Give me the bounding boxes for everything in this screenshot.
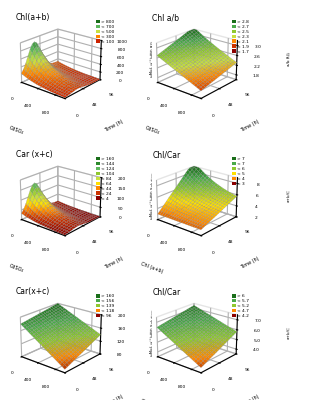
Y-axis label: Time (h): Time (h) <box>240 119 260 133</box>
Text: Chl(a+b): Chl(a+b) <box>16 13 50 22</box>
Text: Chl/Car: Chl/Car <box>152 288 180 296</box>
X-axis label: CdSO₄: CdSO₄ <box>144 126 160 136</box>
Y-axis label: Time (h): Time (h) <box>104 119 124 133</box>
Legend: > 6, < 5.7, < 5.2, < 4.7, < 4.2: > 6, < 5.7, < 5.2, < 4.7, < 4.2 <box>232 294 250 318</box>
Text: Car (x+c): Car (x+c) <box>16 150 52 159</box>
Y-axis label: Time (h): Time (h) <box>104 256 124 270</box>
Text: Car(x+c): Car(x+c) <box>16 288 50 296</box>
Y-axis label: Time (h): Time (h) <box>240 256 260 270</box>
X-axis label: CdSO₄: CdSO₄ <box>8 263 24 273</box>
X-axis label: CdSO₄: CdSO₄ <box>8 126 24 136</box>
Y-axis label: Time (h): Time (h) <box>240 394 260 400</box>
Legend: > 7, < 7, < 6, < 5, < 4, < 3: > 7, < 7, < 6, < 5, < 4, < 3 <box>232 156 246 186</box>
Legend: > 160, < 156, < 139, < 118, < 96: > 160, < 156, < 139, < 118, < 96 <box>96 294 115 318</box>
Text: Chl/Car: Chl/Car <box>152 150 180 159</box>
X-axis label: Chl (a+b): Chl (a+b) <box>140 398 164 400</box>
Legend: > 800, < 700, < 500, < 300, < 100: > 800, < 700, < 500, < 300, < 100 <box>96 20 115 44</box>
Legend: > 2.8, < 2.7, < 2.5, < 2.3, < 2.1, < 1.9, < 1.7: > 2.8, < 2.7, < 2.5, < 2.3, < 2.1, < 1.9… <box>232 20 250 54</box>
X-axis label: Chl (a+b): Chl (a+b) <box>140 261 164 274</box>
Y-axis label: Time (h): Time (h) <box>104 394 124 400</box>
Text: Chl a/b: Chl a/b <box>152 13 179 22</box>
Legend: > 160, < 144, < 124, < 104, < 84, < 64, < 44, < 24, < 4: > 160, < 144, < 124, < 104, < 84, < 64, … <box>96 156 115 201</box>
